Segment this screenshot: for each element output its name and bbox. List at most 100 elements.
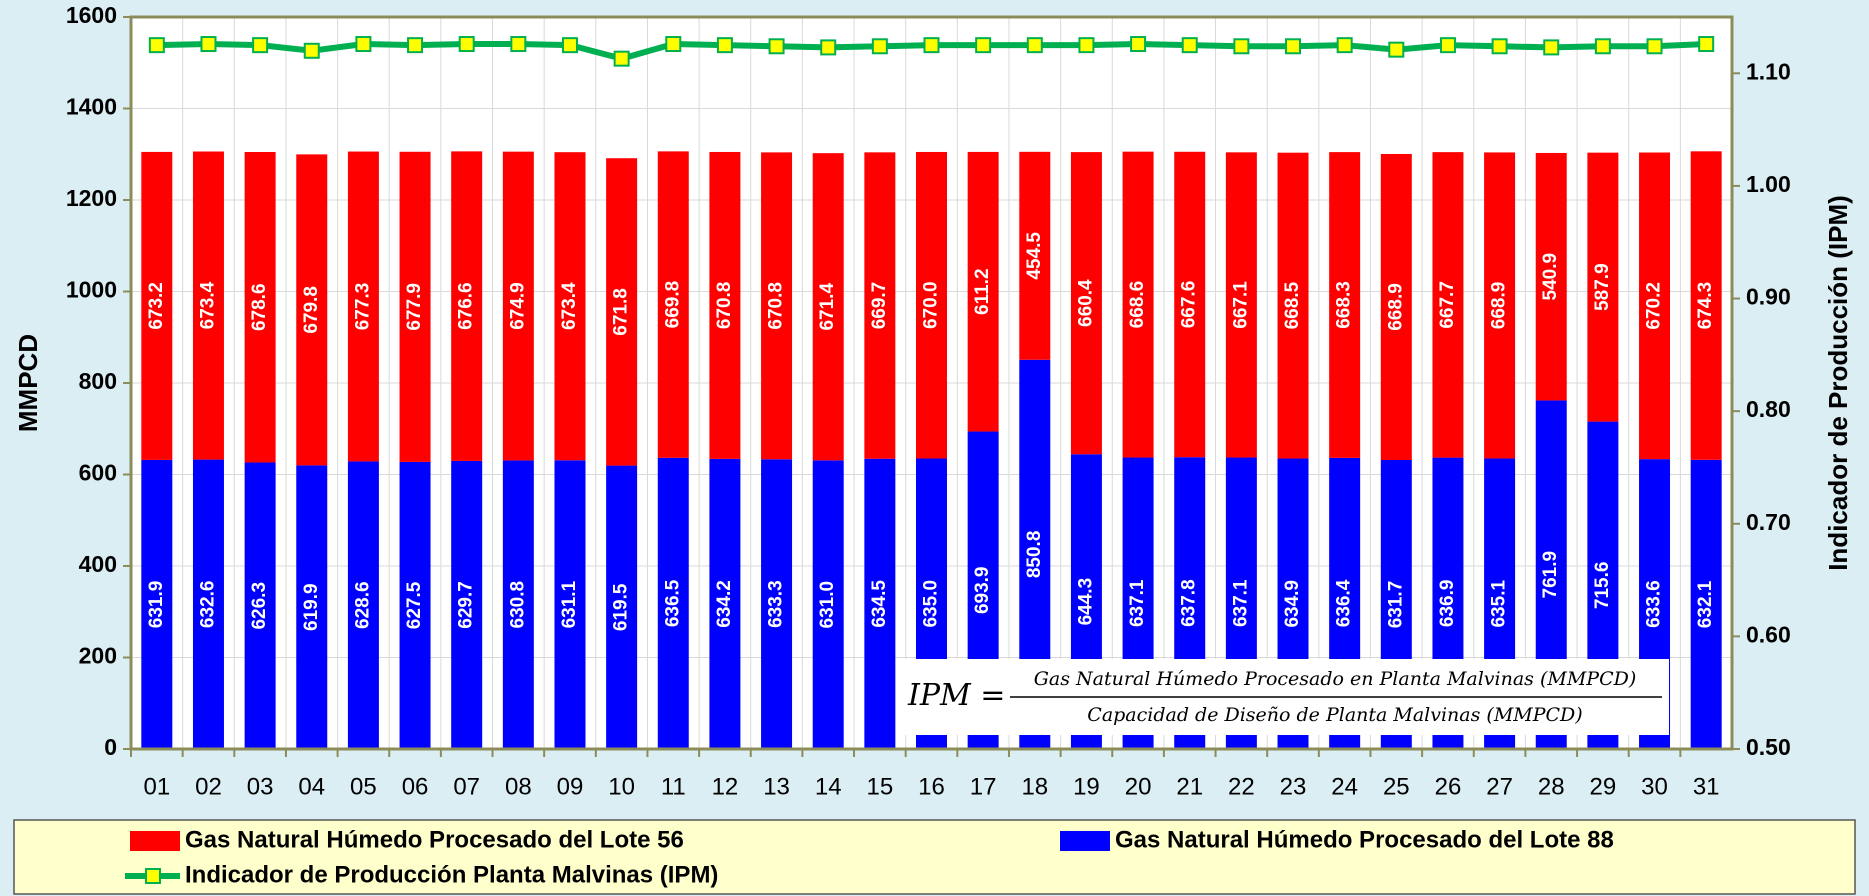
data-label: 669.8 (662, 281, 683, 329)
line-marker (148, 37, 165, 54)
data-label: 850.8 (1024, 531, 1045, 579)
bar-segment (1070, 152, 1102, 455)
legend: Gas Natural Húmedo Procesado del Lote 56… (125, 826, 1614, 888)
formula: IPM = Gas Natural Húmedo Procesado en Pl… (900, 659, 1669, 735)
y-tick-label: 800 (79, 368, 117, 394)
bar-segment (244, 462, 276, 749)
x-tick-label: 16 (918, 773, 945, 800)
bar-segment (1174, 151, 1206, 458)
data-label: 635.0 (921, 580, 942, 628)
legend-swatch (130, 831, 180, 851)
data-label: 674.3 (1695, 282, 1716, 330)
x-tick-label: 28 (1538, 773, 1565, 800)
data-label: 673.4 (197, 281, 218, 329)
data-label: 626.3 (249, 582, 270, 630)
y-tick-label: 400 (79, 551, 117, 577)
data-label: 667.6 (1179, 281, 1200, 329)
formula-lhs: IPM = (907, 678, 1005, 713)
data-label: 631.7 (1385, 581, 1406, 629)
x-tick-label: 08 (505, 773, 532, 800)
data-label: 619.9 (301, 583, 322, 631)
data-label: 670.0 (921, 281, 942, 329)
data-label: 667.1 (1230, 281, 1251, 329)
bar-segment (657, 151, 689, 458)
x-tick-label: 27 (1486, 773, 1513, 800)
line-marker (355, 36, 372, 53)
legend-swatch (1060, 831, 1110, 851)
bar-segment (916, 151, 947, 459)
data-label: 619.5 (611, 583, 632, 631)
data-label: 634.2 (714, 580, 735, 628)
bar-segment (761, 459, 793, 749)
bar-segment (864, 152, 896, 459)
bar-segment (1587, 152, 1619, 422)
data-label: 634.5 (869, 580, 890, 628)
line-marker (871, 38, 888, 55)
y2-tick-label: 0.50 (1746, 734, 1791, 760)
x-tick-label: 11 (661, 773, 686, 800)
x-tick-label: 24 (1331, 773, 1358, 800)
bar-segment (709, 151, 741, 459)
bar-segment (1690, 151, 1722, 460)
line-marker (1491, 38, 1508, 55)
y-tick-label: 0 (104, 734, 117, 760)
line-marker (1336, 37, 1353, 54)
line-marker (665, 36, 682, 53)
x-tick-label: 05 (350, 773, 377, 800)
bar-segment (1019, 151, 1051, 360)
bar-segment (141, 151, 173, 460)
data-label: 670.8 (766, 282, 787, 330)
data-label: 627.5 (404, 581, 425, 629)
formula-denominator: Capacidad de Diseño de Planta Malvinas (… (1087, 704, 1582, 726)
line-marker (561, 37, 578, 54)
data-label: 631.9 (146, 581, 167, 629)
data-label: 540.9 (1540, 253, 1561, 301)
x-tick-label: 07 (453, 773, 480, 800)
line-marker (716, 37, 733, 54)
data-label: 635.1 (1489, 580, 1510, 628)
data-label: 676.6 (456, 282, 477, 330)
bar-segment (451, 151, 483, 461)
data-label: 677.3 (352, 283, 373, 331)
bar-segment (812, 153, 844, 461)
data-label: 668.9 (1385, 283, 1406, 331)
data-label: 637.1 (1230, 579, 1251, 627)
ipm-line (148, 36, 1715, 67)
data-label: 674.9 (507, 282, 528, 330)
y2-tick-label: 0.70 (1746, 509, 1791, 535)
bar-segment (1122, 151, 1154, 458)
y-tick-label: 200 (79, 643, 117, 669)
data-label: 629.7 (456, 581, 477, 629)
line-marker (1078, 37, 1095, 54)
x-tick-label: 18 (1021, 773, 1048, 800)
y2-tick-label: 0.90 (1746, 284, 1791, 310)
x-tick-label: 14 (815, 773, 842, 800)
y-tick-label: 1000 (66, 277, 117, 303)
data-label: 670.8 (714, 282, 735, 330)
y-tick-label: 1600 (66, 2, 117, 28)
bar-segment (347, 461, 379, 749)
bar-segment (244, 152, 276, 463)
legend-marker (145, 868, 161, 884)
x-tick-label: 03 (247, 773, 274, 800)
line-marker (1646, 38, 1663, 55)
line-marker (407, 37, 424, 54)
data-label: 632.6 (197, 581, 218, 629)
x-tick-label: 22 (1228, 773, 1255, 800)
x-tick-label: 29 (1590, 773, 1617, 800)
data-label: 631.1 (559, 580, 580, 628)
data-label: 636.5 (662, 579, 683, 627)
bar-segment (296, 154, 328, 466)
data-label: 634.9 (1282, 580, 1303, 628)
bar-segment (451, 460, 483, 749)
y-axis-title: MMPCD (13, 334, 43, 432)
data-label: 668.6 (1127, 281, 1148, 329)
line-marker (1130, 36, 1147, 53)
data-label: 633.3 (766, 580, 787, 628)
line-marker (458, 36, 475, 53)
bar-segment (399, 461, 431, 749)
x-tick-label: 26 (1435, 773, 1462, 800)
x-tick-label: 21 (1176, 773, 1203, 800)
line-marker (768, 38, 785, 55)
data-label: 644.3 (1075, 578, 1096, 626)
